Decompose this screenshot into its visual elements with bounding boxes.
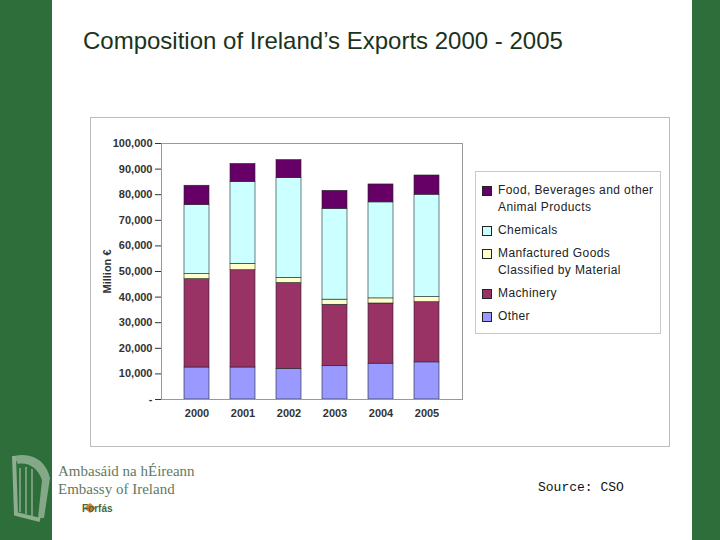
svg-text:2001: 2001 <box>231 407 255 419</box>
html-text:Composition of Ireland’s Expor: Composition of Ireland’s Exports 2000 - … <box>83 27 563 54</box>
svg-text:-: - <box>149 393 153 405</box>
html-text:Manfactured Goods Classified b: Manfactured Goods Classified by Material <box>498 246 621 277</box>
html-text:Machinery: Machinery <box>498 286 557 300</box>
html-text:Forfás: Forfás <box>82 503 113 514</box>
svg-text:2002: 2002 <box>277 407 301 419</box>
svg-text:100,000: 100,000 <box>113 137 153 149</box>
svg-text:40,000: 40,000 <box>119 291 153 303</box>
svg-text:70,000: 70,000 <box>119 214 153 226</box>
svg-text:50,000: 50,000 <box>119 265 153 277</box>
svg-text:30,000: 30,000 <box>119 316 153 328</box>
svg-text:2004: 2004 <box>369 407 394 419</box>
svg-text:60,000: 60,000 <box>119 239 153 251</box>
html-text:Food, Beverages and other Anim: Food, Beverages and other Animal Product… <box>498 183 654 214</box>
svg-text:Million €: Million € <box>101 250 113 294</box>
svg-text:2005: 2005 <box>415 407 439 419</box>
svg-text:2000: 2000 <box>185 407 209 419</box>
svg-text:90,000: 90,000 <box>119 163 153 175</box>
html-text:Embassy of Ireland: Embassy of Ireland <box>58 481 175 497</box>
svg-text:10,000: 10,000 <box>119 367 153 379</box>
svg-text:20,000: 20,000 <box>119 342 153 354</box>
svg-text:2003: 2003 <box>323 407 347 419</box>
svg-text:80,000: 80,000 <box>119 188 153 200</box>
html-text:Source: CSO: Source: CSO <box>538 480 624 495</box>
html-text:Other: Other <box>498 309 530 323</box>
html-text:Chemicals: Chemicals <box>498 223 558 237</box>
html-text:Ambasáid na hÉireann: Ambasáid na hÉireann <box>58 463 195 479</box>
